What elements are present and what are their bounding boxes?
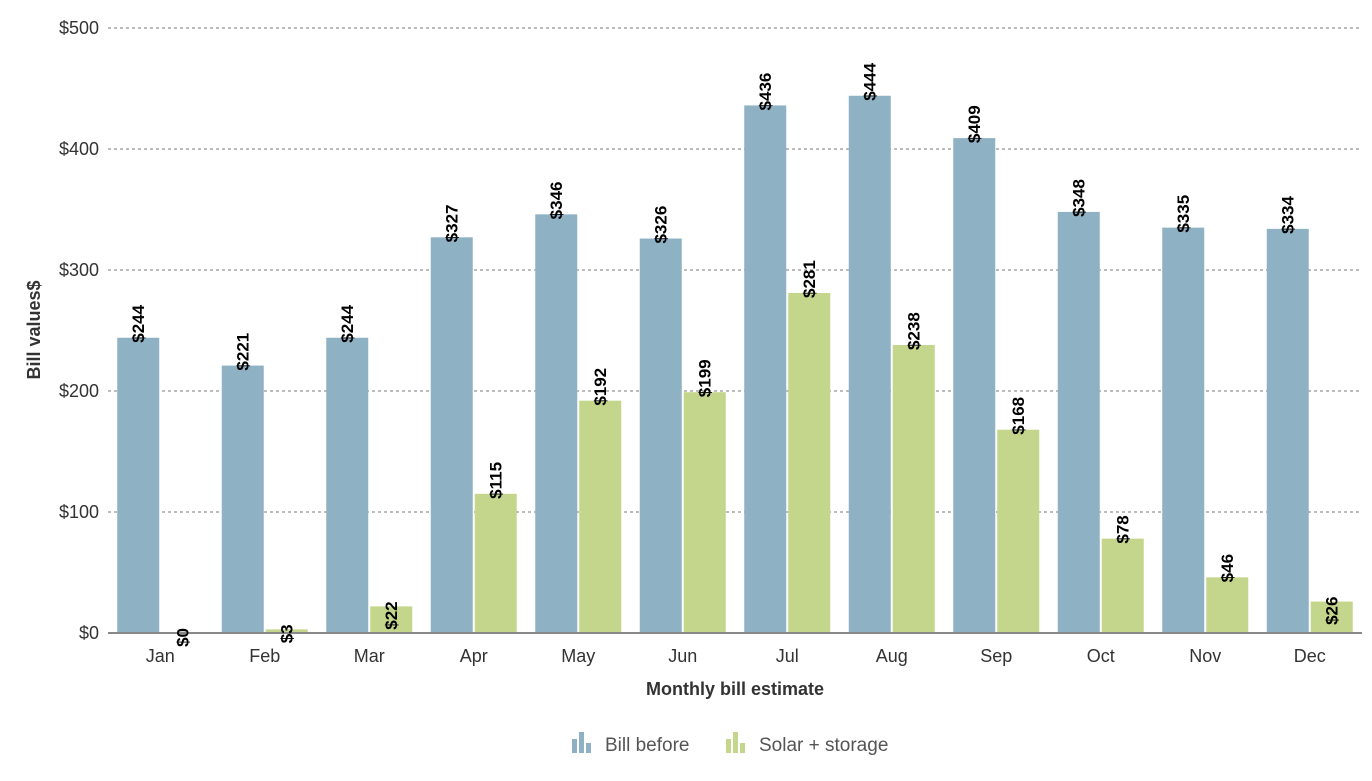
x-tick-label: Feb (249, 646, 280, 666)
bar-solar-storage-mar[interactable] (370, 606, 413, 633)
bar-bill-before-may[interactable] (535, 214, 578, 633)
data-label: $22 (382, 601, 401, 629)
legend-label: Bill before (605, 735, 690, 756)
bar-bill-before-apr[interactable] (430, 237, 473, 633)
bar-bill-before-sep[interactable] (953, 138, 996, 634)
y-tick-label: $0 (79, 623, 99, 643)
x-tick-label: Nov (1189, 646, 1221, 666)
data-label: $78 (1114, 515, 1133, 543)
bar-bill-before-nov[interactable] (1162, 227, 1205, 633)
y-axis-title: Bill values$ (24, 280, 44, 379)
x-tick-label: Jun (668, 646, 697, 666)
x-tick-label: Mar (354, 646, 385, 666)
bar-bill-before-oct[interactable] (1057, 211, 1100, 634)
data-label: $168 (1009, 397, 1028, 435)
data-label: $281 (800, 260, 819, 298)
y-tick-label: $200 (59, 381, 99, 401)
bar-solar-storage-aug[interactable] (892, 345, 935, 633)
bar-bill-before-jul[interactable] (744, 105, 787, 633)
data-label: $199 (696, 359, 715, 397)
legend[interactable]: Bill before Solar + storage (572, 732, 888, 756)
bar-solar-storage-feb[interactable] (265, 629, 308, 633)
data-label: $3 (278, 624, 297, 643)
bar-solar-storage-jul[interactable] (788, 292, 831, 633)
y-tick-label: $400 (59, 139, 99, 159)
legend-item-solar-storage[interactable]: Solar + storage (726, 732, 888, 756)
bar-solar-storage-dec[interactable] (1310, 601, 1353, 633)
y-tick-label: $300 (59, 260, 99, 280)
y-tick-label: $500 (59, 18, 99, 38)
x-axis-title: Monthly bill estimate (646, 679, 824, 699)
bar-solar-storage-may[interactable] (579, 400, 622, 633)
x-tick-label: Aug (876, 646, 908, 666)
data-label: $444 (861, 62, 880, 100)
bar-chart-icon (572, 732, 591, 753)
x-tick-label: Oct (1087, 646, 1115, 666)
x-tick-label: Dec (1294, 646, 1326, 666)
bar-bill-before-feb[interactable] (221, 365, 264, 633)
data-label: $115 (487, 462, 506, 499)
bar-bill-before-mar[interactable] (326, 337, 369, 633)
data-label: $348 (1070, 179, 1089, 217)
data-label: $238 (905, 312, 924, 350)
grid-lines (108, 27, 1362, 513)
data-label: $436 (756, 73, 775, 111)
data-label: $409 (965, 105, 984, 143)
data-label: $0 (173, 628, 192, 647)
data-label: $221 (234, 333, 253, 371)
data-label: $244 (338, 304, 357, 342)
data-label: $26 (1323, 597, 1342, 625)
bar-solar-storage-apr[interactable] (474, 493, 517, 633)
data-label: $327 (443, 205, 462, 243)
x-tick-label: Sep (980, 646, 1012, 666)
axes: $0 $100 $200 $300 $400 $500 Jan Feb Mar Apr May Jun… (59, 18, 1362, 666)
legend-item-bill-before[interactable]: Bill before (572, 732, 690, 756)
bar-solar-storage-oct[interactable] (1101, 538, 1144, 633)
bar-chart-icon (726, 732, 745, 753)
data-label: $326 (652, 206, 671, 244)
data-labels: $244 $0 $221 $3 $244 $22 $327 $115 $346 $192 $326 $… (129, 62, 1342, 647)
bar-solar-storage-jun[interactable] (683, 392, 726, 633)
bar-solar-storage-sep[interactable] (997, 429, 1040, 633)
x-tick-label: Jan (146, 646, 175, 666)
bar-bill-before-jan[interactable] (117, 337, 160, 633)
legend-label: Solar + storage (759, 735, 888, 756)
bar-bill-before-aug[interactable] (848, 95, 891, 633)
data-label: $244 (129, 304, 148, 342)
data-label: $192 (591, 368, 610, 406)
data-label: $334 (1279, 195, 1298, 233)
bar-bill-before-dec[interactable] (1266, 228, 1309, 634)
bar-solar-storage-nov[interactable] (1206, 577, 1249, 633)
x-tick-label: May (561, 646, 595, 666)
x-tick-label: Apr (460, 646, 488, 666)
data-label: $46 (1218, 554, 1237, 582)
y-tick-label: $100 (59, 502, 99, 522)
data-label: $335 (1174, 195, 1193, 233)
bars (117, 95, 1353, 634)
x-tick-label: Jul (776, 646, 799, 666)
bar-bill-before-jun[interactable] (639, 238, 682, 634)
data-label: $346 (547, 182, 566, 220)
